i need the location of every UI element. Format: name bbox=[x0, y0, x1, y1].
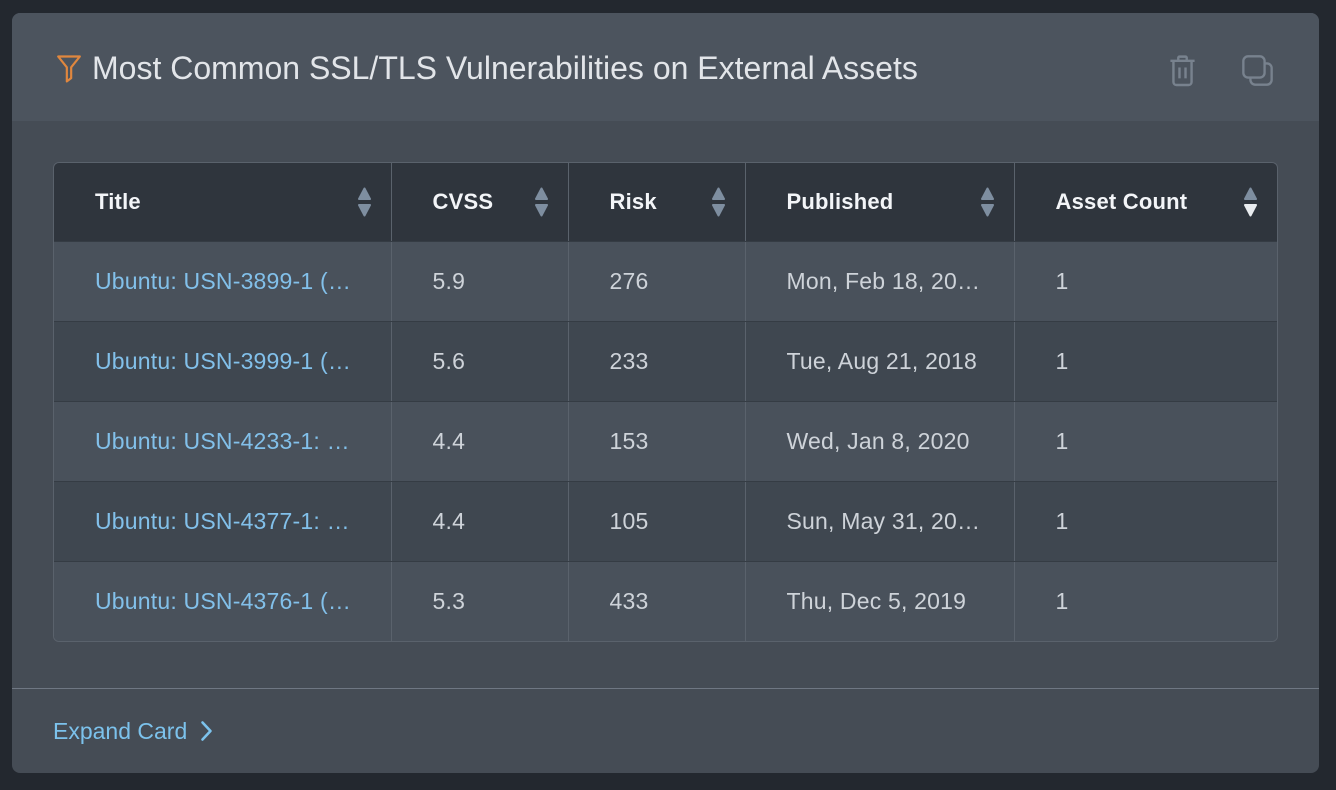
vulnerability-link[interactable]: Ubuntu: USN-4376-1 (… bbox=[95, 587, 352, 614]
cvss-cell: 4.4 bbox=[391, 481, 569, 562]
vulnerabilities-table: Title CVSS Risk Published bbox=[53, 162, 1278, 642]
filter-funnel-icon bbox=[57, 55, 81, 83]
asset-count-cell: 1 bbox=[1014, 241, 1277, 322]
asset-count-cell: 1 bbox=[1055, 587, 1069, 614]
sort-icon bbox=[711, 187, 725, 217]
table-row: Ubuntu: USN-4233-1: … 4.4 153 Wed, Jan 8… bbox=[54, 401, 1277, 482]
trash-icon bbox=[1170, 54, 1195, 86]
asset-count-cell: 1 bbox=[1014, 321, 1277, 402]
table-row: Ubuntu: USN-4377-1: … 4.4 105 Sun, May 3… bbox=[54, 481, 1277, 562]
column-header-risk[interactable]: Risk bbox=[568, 163, 746, 242]
cvss-cell: 5.3 bbox=[391, 561, 569, 641]
table-row: Ubuntu: USN-4376-1 (… 5.3 433 Thu, Dec 5… bbox=[54, 561, 1277, 641]
risk-cell: 433 bbox=[568, 561, 746, 641]
column-header-cvss[interactable]: CVSS bbox=[391, 163, 569, 242]
table-header-row: Title CVSS Risk Published bbox=[54, 163, 1277, 242]
published-cell: Thu, Dec 5, 2019 bbox=[745, 561, 1015, 641]
copy-icon bbox=[1242, 54, 1273, 86]
sort-icon bbox=[534, 187, 548, 217]
column-header-title[interactable]: Title bbox=[54, 163, 392, 242]
cvss-cell: 4.4 bbox=[391, 401, 569, 482]
sort-icon bbox=[357, 187, 371, 217]
cvss-cell: 5.9 bbox=[391, 241, 569, 322]
delete-card-button[interactable] bbox=[1168, 54, 1197, 87]
risk-cell: 105 bbox=[568, 481, 746, 562]
card-title: Most Common SSL/TLS Vulnerabilities on E… bbox=[92, 50, 918, 86]
published-cell: Sun, May 31, 20… bbox=[745, 481, 1015, 562]
table-row: Ubuntu: USN-3999-1 (… 5.6 233 Tue, Aug 2… bbox=[54, 321, 1277, 402]
copy-card-button[interactable] bbox=[1241, 54, 1274, 87]
card-body: Title CVSS Risk Published bbox=[12, 121, 1319, 688]
published-cell: Wed, Jan 8, 2020 bbox=[745, 401, 1015, 482]
asset-count-cell: 1 bbox=[1014, 401, 1277, 482]
header-actions bbox=[1168, 54, 1274, 87]
dashboard-card: Most Common SSL/TLS Vulnerabilities on E… bbox=[12, 13, 1319, 773]
risk-cell: 233 bbox=[568, 321, 746, 402]
sort-icon bbox=[980, 187, 994, 217]
column-header-published[interactable]: Published bbox=[745, 163, 1015, 242]
vulnerability-link[interactable]: Ubuntu: USN-3999-1 (… bbox=[95, 347, 352, 374]
cvss-cell: 5.6 bbox=[391, 321, 569, 402]
vulnerability-link[interactable]: Ubuntu: USN-3899-1 (… bbox=[95, 267, 352, 294]
chevron-right-icon bbox=[201, 721, 213, 741]
expand-card-link[interactable]: Expand Card bbox=[53, 718, 213, 745]
risk-cell: 276 bbox=[568, 241, 746, 322]
vulnerability-link[interactable]: Ubuntu: USN-4233-1: … bbox=[95, 427, 350, 454]
asset-count-cell: 1 bbox=[1014, 481, 1277, 562]
published-cell: Mon, Feb 18, 20… bbox=[745, 241, 1015, 322]
published-cell: Tue, Aug 21, 2018 bbox=[745, 321, 1015, 402]
card-header: Most Common SSL/TLS Vulnerabilities on E… bbox=[12, 13, 1319, 121]
table-row: Ubuntu: USN-3899-1 (… 5.9 276 Mon, Feb 1… bbox=[54, 241, 1277, 322]
risk-cell: 153 bbox=[568, 401, 746, 482]
card-footer: Expand Card bbox=[12, 688, 1319, 773]
vulnerability-link[interactable]: Ubuntu: USN-4377-1: … bbox=[95, 507, 350, 534]
column-header-asset-count[interactable]: Asset Count bbox=[1014, 163, 1277, 242]
sort-icon bbox=[1244, 187, 1257, 217]
